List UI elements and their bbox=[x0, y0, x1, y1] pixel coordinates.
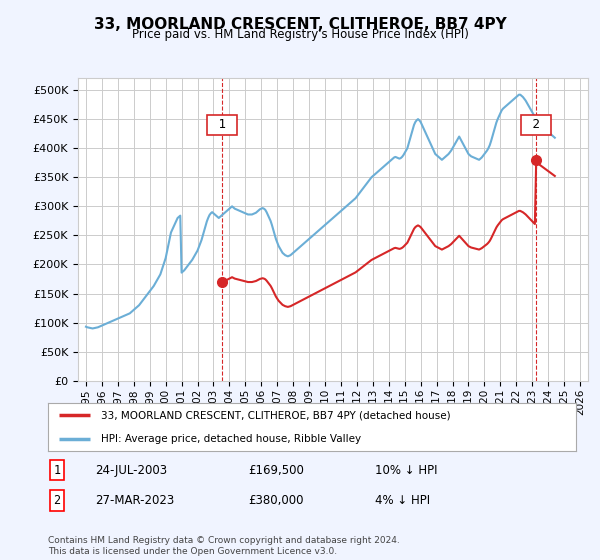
Text: 10% ↓ HPI: 10% ↓ HPI bbox=[376, 464, 438, 477]
Text: £380,000: £380,000 bbox=[248, 494, 304, 507]
Text: 2: 2 bbox=[53, 494, 61, 507]
Text: 27-MAR-2023: 27-MAR-2023 bbox=[95, 494, 175, 507]
Text: HPI: Average price, detached house, Ribble Valley: HPI: Average price, detached house, Ribb… bbox=[101, 434, 361, 444]
Text: 33, MOORLAND CRESCENT, CLITHEROE, BB7 4PY (detached house): 33, MOORLAND CRESCENT, CLITHEROE, BB7 4P… bbox=[101, 410, 451, 420]
Text: 1: 1 bbox=[211, 118, 233, 132]
Text: 24-JUL-2003: 24-JUL-2003 bbox=[95, 464, 167, 477]
Text: £169,500: £169,500 bbox=[248, 464, 305, 477]
Text: 4% ↓ HPI: 4% ↓ HPI bbox=[376, 494, 430, 507]
Text: Price paid vs. HM Land Registry's House Price Index (HPI): Price paid vs. HM Land Registry's House … bbox=[131, 28, 469, 41]
Text: 1: 1 bbox=[53, 464, 61, 477]
Text: 33, MOORLAND CRESCENT, CLITHEROE, BB7 4PY: 33, MOORLAND CRESCENT, CLITHEROE, BB7 4P… bbox=[94, 17, 506, 32]
Text: Contains HM Land Registry data © Crown copyright and database right 2024.
This d: Contains HM Land Registry data © Crown c… bbox=[48, 536, 400, 556]
Text: 2: 2 bbox=[524, 118, 547, 132]
